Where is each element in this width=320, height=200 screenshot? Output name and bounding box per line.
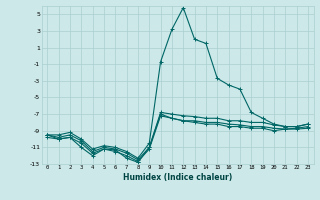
- X-axis label: Humidex (Indice chaleur): Humidex (Indice chaleur): [123, 173, 232, 182]
